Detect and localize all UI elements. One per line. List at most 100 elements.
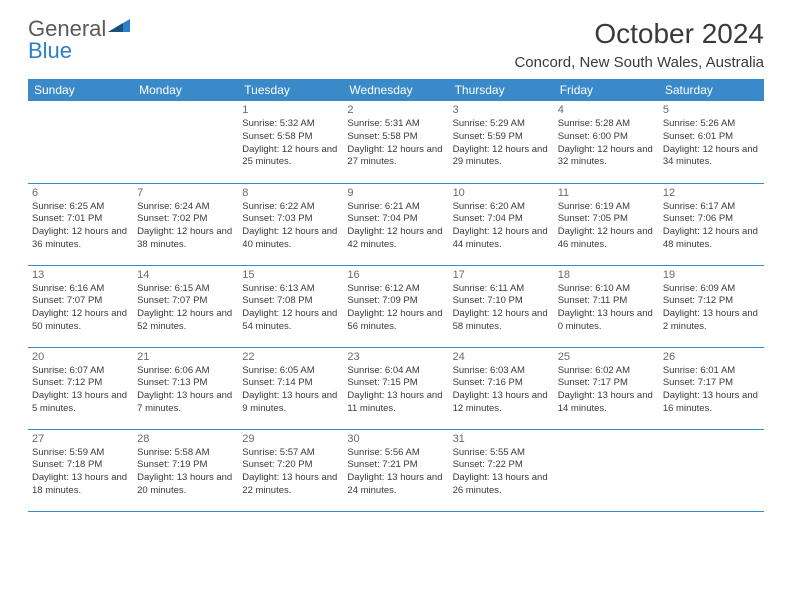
- day-info: Sunrise: 6:03 AMSunset: 7:16 PMDaylight:…: [453, 365, 550, 416]
- sunset-text: Sunset: 7:20 PM: [242, 459, 339, 472]
- sunrise-text: Sunrise: 6:24 AM: [137, 201, 234, 214]
- sunrise-text: Sunrise: 5:28 AM: [558, 118, 655, 131]
- calendar-cell: 10Sunrise: 6:20 AMSunset: 7:04 PMDayligh…: [449, 183, 554, 265]
- daylight-text: Daylight: 13 hours and 5 minutes.: [32, 390, 129, 416]
- daylight-text: Daylight: 12 hours and 34 minutes.: [663, 144, 760, 170]
- sunset-text: Sunset: 7:12 PM: [663, 295, 760, 308]
- calendar-cell: 28Sunrise: 5:58 AMSunset: 7:19 PMDayligh…: [133, 429, 238, 511]
- sunrise-text: Sunrise: 6:20 AM: [453, 201, 550, 214]
- daylight-text: Daylight: 13 hours and 9 minutes.: [242, 390, 339, 416]
- calendar-cell: 18Sunrise: 6:10 AMSunset: 7:11 PMDayligh…: [554, 265, 659, 347]
- sunset-text: Sunset: 7:06 PM: [663, 213, 760, 226]
- daylight-text: Daylight: 12 hours and 32 minutes.: [558, 144, 655, 170]
- day-info: Sunrise: 6:16 AMSunset: 7:07 PMDaylight:…: [32, 283, 129, 334]
- day-info: Sunrise: 6:06 AMSunset: 7:13 PMDaylight:…: [137, 365, 234, 416]
- day-number: 6: [32, 187, 129, 199]
- day-info: Sunrise: 6:19 AMSunset: 7:05 PMDaylight:…: [558, 201, 655, 252]
- logo-text-blue: Blue: [28, 40, 130, 62]
- day-info: Sunrise: 6:22 AMSunset: 7:03 PMDaylight:…: [242, 201, 339, 252]
- sunrise-text: Sunrise: 6:02 AM: [558, 365, 655, 378]
- calendar-cell: 8 Sunrise: 6:22 AMSunset: 7:03 PMDaylight…: [238, 183, 343, 265]
- sunset-text: Sunset: 7:22 PM: [453, 459, 550, 472]
- calendar-cell: 29Sunrise: 5:57 AMSunset: 7:20 PMDayligh…: [238, 429, 343, 511]
- day-number: 2: [347, 104, 444, 116]
- calendar-cell-empty: [554, 429, 659, 511]
- sunset-text: Sunset: 7:02 PM: [137, 213, 234, 226]
- day-info: Sunrise: 6:11 AMSunset: 7:10 PMDaylight:…: [453, 283, 550, 334]
- sunrise-text: Sunrise: 6:04 AM: [347, 365, 444, 378]
- calendar-cell: 12Sunrise: 6:17 AMSunset: 7:06 PMDayligh…: [659, 183, 764, 265]
- sunrise-text: Sunrise: 6:13 AM: [242, 283, 339, 296]
- day-number: 29: [242, 433, 339, 445]
- daylight-text: Daylight: 12 hours and 46 minutes.: [558, 226, 655, 252]
- day-number: 3: [453, 104, 550, 116]
- daylight-text: Daylight: 13 hours and 24 minutes.: [347, 472, 444, 498]
- calendar-cell: 5 Sunrise: 5:26 AMSunset: 6:01 PMDaylight…: [659, 101, 764, 183]
- day-number: 8: [242, 187, 339, 199]
- daylight-text: Daylight: 12 hours and 25 minutes.: [242, 144, 339, 170]
- sunrise-text: Sunrise: 5:26 AM: [663, 118, 760, 131]
- weekday-header: Monday: [133, 79, 238, 101]
- day-number: 15: [242, 269, 339, 281]
- day-number: 11: [558, 187, 655, 199]
- day-info: Sunrise: 6:01 AMSunset: 7:17 PMDaylight:…: [663, 365, 760, 416]
- daylight-text: Daylight: 12 hours and 38 minutes.: [137, 226, 234, 252]
- sunset-text: Sunset: 7:10 PM: [453, 295, 550, 308]
- day-number: 16: [347, 269, 444, 281]
- logo-triangle-icon: [108, 19, 130, 37]
- day-info: Sunrise: 5:56 AMSunset: 7:21 PMDaylight:…: [347, 447, 444, 498]
- sunset-text: Sunset: 7:14 PM: [242, 377, 339, 390]
- daylight-text: Daylight: 12 hours and 29 minutes.: [453, 144, 550, 170]
- day-info: Sunrise: 6:20 AMSunset: 7:04 PMDaylight:…: [453, 201, 550, 252]
- daylight-text: Daylight: 13 hours and 26 minutes.: [453, 472, 550, 498]
- calendar-row: 27Sunrise: 5:59 AMSunset: 7:18 PMDayligh…: [28, 429, 764, 511]
- daylight-text: Daylight: 12 hours and 50 minutes.: [32, 308, 129, 334]
- calendar-cell: 1Sunrise: 5:32 AMSunset: 5:58 PMDaylight…: [238, 101, 343, 183]
- daylight-text: Daylight: 12 hours and 48 minutes.: [663, 226, 760, 252]
- sunrise-text: Sunrise: 6:15 AM: [137, 283, 234, 296]
- sunrise-text: Sunrise: 6:25 AM: [32, 201, 129, 214]
- day-info: Sunrise: 6:13 AMSunset: 7:08 PMDaylight:…: [242, 283, 339, 334]
- daylight-text: Daylight: 12 hours and 52 minutes.: [137, 308, 234, 334]
- sunset-text: Sunset: 5:59 PM: [453, 131, 550, 144]
- calendar-cell: 25Sunrise: 6:02 AMSunset: 7:17 PMDayligh…: [554, 347, 659, 429]
- daylight-text: Daylight: 12 hours and 54 minutes.: [242, 308, 339, 334]
- sunset-text: Sunset: 7:07 PM: [137, 295, 234, 308]
- sunrise-text: Sunrise: 6:21 AM: [347, 201, 444, 214]
- calendar-cell: 23Sunrise: 6:04 AMSunset: 7:15 PMDayligh…: [343, 347, 448, 429]
- day-info: Sunrise: 5:59 AMSunset: 7:18 PMDaylight:…: [32, 447, 129, 498]
- sunset-text: Sunset: 7:09 PM: [347, 295, 444, 308]
- sunset-text: Sunset: 7:04 PM: [347, 213, 444, 226]
- sunrise-text: Sunrise: 6:03 AM: [453, 365, 550, 378]
- logo: GeneralBlue: [28, 18, 130, 62]
- weekday-header-row: SundayMondayTuesdayWednesdayThursdayFrid…: [28, 79, 764, 101]
- sunrise-text: Sunrise: 6:17 AM: [663, 201, 760, 214]
- day-info: Sunrise: 5:29 AMSunset: 5:59 PMDaylight:…: [453, 118, 550, 169]
- sunrise-text: Sunrise: 6:01 AM: [663, 365, 760, 378]
- calendar-cell: 11 Sunrise: 6:19 AMSunset: 7:05 PMDayligh…: [554, 183, 659, 265]
- sunrise-text: Sunrise: 6:07 AM: [32, 365, 129, 378]
- sunset-text: Sunset: 6:01 PM: [663, 131, 760, 144]
- location-text: Concord, New South Wales, Australia: [514, 54, 764, 71]
- weekday-header: Sunday: [28, 79, 133, 101]
- day-number: 5: [663, 104, 760, 116]
- day-info: Sunrise: 6:15 AMSunset: 7:07 PMDaylight:…: [137, 283, 234, 334]
- calendar-cell: 30Sunrise: 5:56 AMSunset: 7:21 PMDayligh…: [343, 429, 448, 511]
- sunset-text: Sunset: 6:00 PM: [558, 131, 655, 144]
- sunset-text: Sunset: 7:19 PM: [137, 459, 234, 472]
- day-info: Sunrise: 6:09 AMSunset: 7:12 PMDaylight:…: [663, 283, 760, 334]
- daylight-text: Daylight: 13 hours and 0 minutes.: [558, 308, 655, 334]
- calendar-cell: 31 Sunrise: 5:55 AMSunset: 7:22 PMDayligh…: [449, 429, 554, 511]
- sunrise-text: Sunrise: 5:55 AM: [453, 447, 550, 460]
- day-number: 26: [663, 351, 760, 363]
- day-number: 18: [558, 269, 655, 281]
- day-number: 23: [347, 351, 444, 363]
- sunset-text: Sunset: 7:21 PM: [347, 459, 444, 472]
- daylight-text: Daylight: 12 hours and 58 minutes.: [453, 308, 550, 334]
- sunrise-text: Sunrise: 6:06 AM: [137, 365, 234, 378]
- day-info: Sunrise: 6:21 AMSunset: 7:04 PMDaylight:…: [347, 201, 444, 252]
- calendar-cell: 2Sunrise: 5:31 AMSunset: 5:58 PMDaylight…: [343, 101, 448, 183]
- calendar-cell: 9Sunrise: 6:21 AMSunset: 7:04 PMDaylight…: [343, 183, 448, 265]
- day-number: 31: [453, 433, 550, 445]
- daylight-text: Daylight: 13 hours and 11 minutes.: [347, 390, 444, 416]
